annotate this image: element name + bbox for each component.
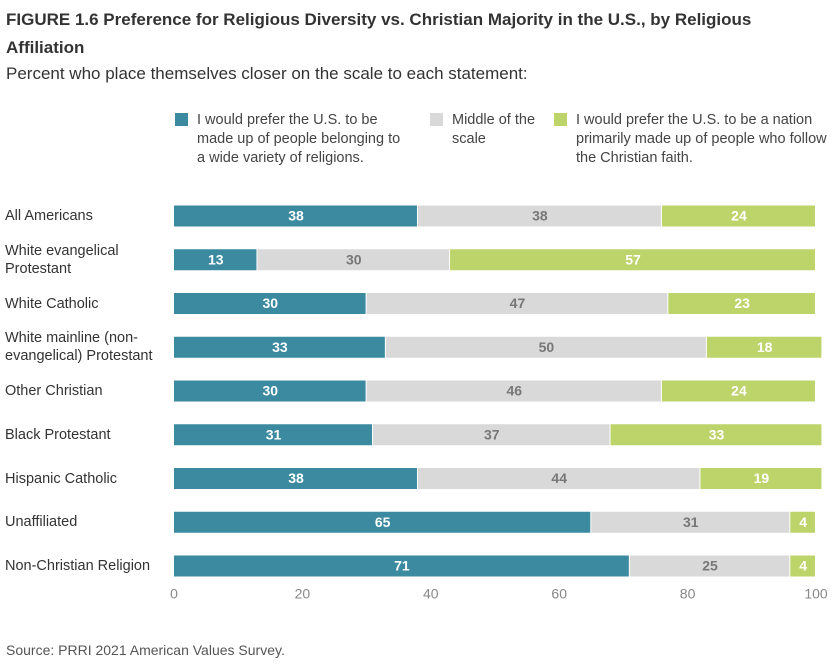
legend-swatch [430,113,443,126]
bar-segment [174,511,591,533]
legend-label: I would prefer the U.S. to be a nation p… [576,112,827,166]
category-label: All Americans [5,208,93,224]
bar-segment [366,293,668,314]
value-label: 31 [683,514,699,530]
value-label: 30 [263,295,279,311]
x-tick-label: 60 [551,586,567,602]
value-label: 18 [757,339,773,355]
category-label: Black Protestant [5,426,111,443]
category-label: White mainline (non-evangelical) Protest… [5,330,153,365]
chart-subtitle: Percent who place themselves closer on t… [6,64,528,83]
bar-segment [700,468,822,489]
bar-segment [174,336,385,358]
category-label: White evangelical Protestant [5,242,119,277]
value-label: 13 [208,251,224,267]
value-label: 23 [734,295,750,311]
bar-segment [610,424,822,446]
bar-segment [257,249,450,271]
value-label: 47 [510,295,526,311]
value-label: 44 [551,470,567,486]
value-label: 71 [394,558,410,574]
category-label: Unaffiliated [5,514,78,531]
bar-segment [661,205,815,227]
bar-segment [790,511,815,533]
value-label: 65 [375,514,391,530]
category-label: Hispanic Catholic [5,470,118,487]
value-label: 38 [288,470,304,486]
bar-segment [174,205,417,227]
value-label: 25 [702,558,718,574]
x-tick-label: 80 [680,586,696,602]
bar-segment [417,468,700,489]
bar-segment [373,424,610,446]
bar-segment [790,555,815,577]
bar-segment [629,555,790,577]
legend-swatch [554,113,567,126]
value-label: 50 [539,339,555,355]
value-label: 33 [709,426,725,442]
bar-segment [366,380,661,402]
x-tick-label: 20 [295,586,311,602]
value-label: 38 [532,208,548,224]
legend-swatch [175,113,188,126]
bar-segment [174,424,373,446]
value-label: 38 [288,208,304,224]
legend-label: Middle of the scale [452,112,536,147]
value-label: 24 [731,383,747,399]
category-label: Other Christian [5,383,103,399]
bar-segment [591,511,790,533]
value-label: 30 [346,251,362,267]
bar-segment [661,380,815,402]
x-tick-label: 40 [423,586,439,602]
value-label: 24 [731,208,747,224]
bar-segment [174,249,257,271]
x-tick-label: 100 [804,586,828,602]
value-label: 37 [484,426,500,442]
bar-segment [706,336,822,358]
value-label: 4 [799,558,807,574]
x-tick-label: 0 [170,586,178,602]
value-label: 31 [266,426,282,442]
value-label: 19 [754,470,770,486]
value-label: 33 [272,339,288,355]
value-label: 57 [625,251,641,267]
source-note: Source: PRRI 2021 American Values Survey… [6,642,285,658]
bar-segment [450,249,815,271]
category-label: White Catholic [5,295,99,312]
bar-segment [174,380,366,402]
value-label: 46 [506,383,522,399]
bar-segment [174,555,629,577]
legend-label: I would prefer the U.S. to be made up of… [197,112,401,166]
bar-segment [668,293,815,314]
bar-segment [417,205,661,227]
chart-title: FIGURE 1.6 Preference for Religious Dive… [6,10,752,57]
value-label: 30 [263,383,279,399]
bar-segment [174,468,417,489]
bar-segment [385,336,706,358]
bar-segment [174,293,366,314]
value-label: 4 [799,514,807,530]
category-label: Non-Christian Religion [5,558,151,574]
